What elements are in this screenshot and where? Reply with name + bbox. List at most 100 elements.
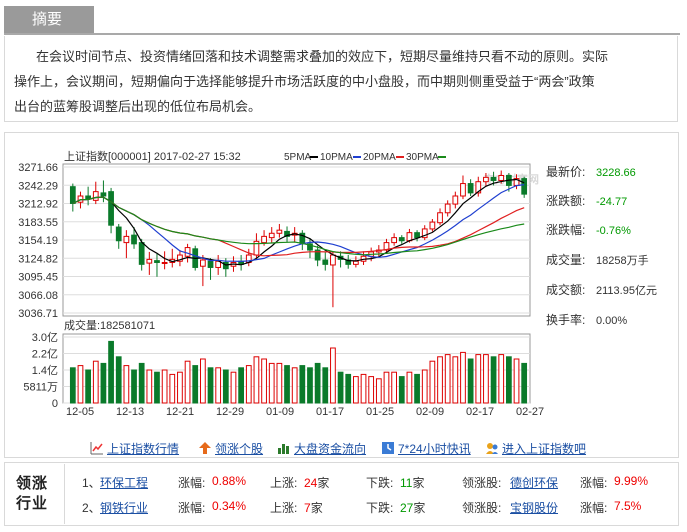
candle-body — [483, 176, 489, 183]
volume-bar — [77, 365, 84, 404]
up-count: 7 — [304, 501, 311, 515]
volume-bar — [222, 369, 229, 404]
amount-label: 成交额: — [546, 282, 585, 297]
volume-bar — [414, 373, 420, 404]
lead-pct: 7.5% — [614, 499, 642, 513]
ma20-legend: 20PMA — [363, 152, 396, 163]
date-tick-label: 12-13 — [116, 406, 144, 418]
sector-down-count: 27家 — [400, 499, 425, 516]
sector-down-label: 下跌: — [366, 501, 394, 515]
volume-bar — [154, 371, 160, 404]
volume-bar — [215, 367, 222, 404]
date-axis: 12-05 12-13 12-21 12-29 01-09 01-17 01-25 02-09… — [66, 406, 544, 418]
people-icon — [486, 443, 498, 454]
candle-body — [200, 259, 206, 267]
volume-tick-label: 5811万 — [23, 382, 58, 394]
candle-body — [475, 181, 482, 194]
date-tick-label: 02-17 — [466, 406, 494, 418]
up-unit: 家 — [317, 476, 330, 490]
link-capital-flow-label: 大盘资金流向 — [294, 442, 367, 456]
link-index-quote[interactable]: 上证指数行情 — [90, 440, 179, 457]
price-tick-label: 3242.29 — [18, 180, 58, 192]
candle-body — [307, 243, 313, 251]
volume-bar — [490, 356, 497, 404]
candle-body — [268, 232, 275, 239]
volume-bar — [284, 365, 290, 404]
volume-bar — [368, 376, 375, 404]
volume-bar — [498, 354, 505, 404]
date-tick-label: 02-27 — [516, 406, 544, 418]
date-tick-label: 01-17 — [316, 406, 344, 418]
price-axis: 3271.66 3242.29 3212.92 3183.55 3154.19 3124.… — [18, 162, 58, 320]
ma5-legend-swatch — [310, 156, 318, 158]
candle-body — [406, 232, 413, 242]
up-arrow-icon — [199, 442, 211, 454]
ma30-legend-swatch — [438, 156, 446, 158]
candle-body — [467, 183, 474, 194]
candle-body — [276, 229, 283, 234]
link-index-forum[interactable]: 进入上证指数吧 — [485, 440, 586, 457]
candle-body — [444, 203, 451, 214]
ma-lines — [72, 178, 525, 266]
candle-body — [146, 258, 153, 264]
line-chart-icon — [90, 442, 103, 455]
volume-stat-label: 成交量: — [546, 252, 585, 267]
volume-bar — [444, 354, 451, 404]
volume-bar — [322, 367, 329, 404]
lead-stock-link[interactable]: 宝钢股份 — [510, 501, 559, 515]
ma-line-30pma — [72, 196, 525, 256]
candle-body — [138, 242, 145, 265]
ma20-legend-swatch — [396, 156, 404, 158]
price-tick-label: 3095.45 — [18, 272, 58, 284]
lead-stock-label: 领涨股: — [462, 476, 502, 490]
index-kline-chart: 上证指数[000001] 2017-02-27 15:32 5PMA 10PMA… — [18, 149, 657, 418]
volume-bar — [375, 378, 382, 404]
price-tick-label: 3183.55 — [18, 217, 58, 229]
volume-bar — [452, 356, 459, 404]
volume-bar — [69, 367, 76, 404]
volume-bar — [391, 371, 397, 404]
candle-body — [100, 192, 107, 197]
price-tick-label: 3036.71 — [18, 308, 58, 320]
amount-value: 2113.95亿元 — [596, 284, 657, 297]
volume-tick-label: 2.2亿 — [32, 348, 58, 361]
down-unit: 家 — [412, 476, 425, 490]
link-capital-flow[interactable]: 大盘资金流向 — [277, 440, 366, 457]
volume-bar — [360, 373, 367, 404]
price-tick-label: 3066.08 — [18, 290, 58, 302]
candle-body — [177, 254, 183, 262]
sector-pct: 0.34% — [212, 499, 247, 513]
leading-sectors-title: 领涨行业 — [16, 475, 49, 512]
date-tick-label: 12-29 — [216, 406, 244, 418]
bar-chart-icon — [278, 444, 289, 454]
candle-body — [391, 237, 397, 244]
ma30-legend: 30PMA — [406, 152, 439, 163]
candle-body — [92, 191, 99, 201]
volume-bar — [131, 369, 137, 404]
candle-body — [131, 234, 137, 245]
sector-up-count: 24家 — [304, 474, 329, 491]
volume-bar — [92, 360, 99, 404]
summary-box — [4, 36, 678, 122]
volume-bar — [245, 365, 252, 404]
candle-body — [108, 191, 114, 226]
summary-line-2: 操作上，会议期间，短期偏向于选择能够提升市场活跃度的中小盘股，而中期则侧重受益于… — [14, 74, 595, 89]
volume-bar — [161, 369, 168, 404]
volume-bar — [421, 369, 428, 404]
price-tick-label: 3154.19 — [18, 235, 58, 247]
volume-bar — [200, 358, 206, 404]
volume-bar — [429, 360, 436, 404]
sector-name-link[interactable]: 钢铁行业 — [100, 501, 149, 515]
sector-up-count: 7家 — [304, 499, 323, 516]
link-news-flash[interactable]: 7*24小时快讯 — [381, 440, 471, 457]
candle-body — [353, 260, 359, 265]
sector-pct-label: 涨幅: — [178, 476, 206, 490]
volume-bar — [268, 362, 275, 404]
candle-body — [437, 212, 443, 224]
link-leading-stocks[interactable]: 领涨个股 — [198, 440, 263, 457]
sector-name-link[interactable]: 环保工程 — [100, 476, 149, 490]
sector-up-label: 上涨: — [270, 476, 298, 490]
sector-up-label: 上涨: — [270, 501, 298, 515]
lead-stock-link[interactable]: 德创环保 — [510, 476, 559, 490]
turnover-value: 0.00% — [596, 315, 627, 327]
